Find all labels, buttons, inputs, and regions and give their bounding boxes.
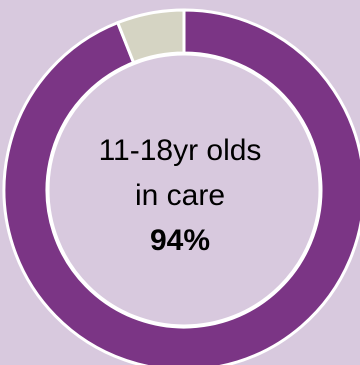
center-label-percent: 94% xyxy=(40,218,320,263)
center-label: 11-18yr olds in care 94% xyxy=(40,128,320,263)
center-label-line-2: in care xyxy=(40,173,320,218)
center-label-line-1: 11-18yr olds xyxy=(40,128,320,173)
